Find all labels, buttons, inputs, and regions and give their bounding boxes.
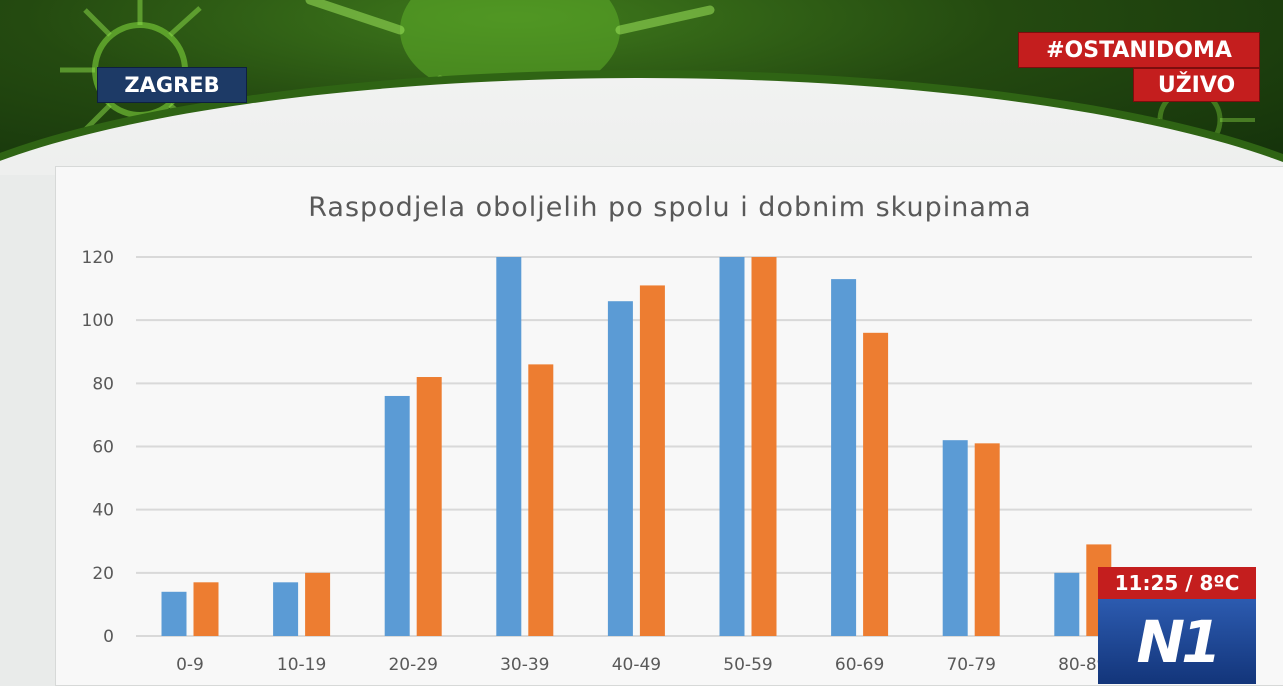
- y-tick-label: 100: [82, 311, 114, 331]
- x-tick-label: 80-89: [1058, 655, 1107, 675]
- location-label: ZAGREB: [97, 67, 247, 103]
- y-tick-label: 40: [92, 501, 114, 521]
- bar: [639, 285, 665, 636]
- bar: [273, 582, 299, 636]
- bar: [974, 443, 1000, 636]
- bar: [719, 257, 745, 636]
- bar: [305, 572, 331, 636]
- bar: [1054, 572, 1080, 636]
- bar: [496, 257, 522, 636]
- bar: [384, 395, 410, 636]
- bar: [751, 257, 777, 636]
- x-tick-label: 30-39: [500, 655, 549, 675]
- bar: [607, 301, 633, 636]
- n1-logo: N1: [1098, 599, 1256, 684]
- y-tick-label: 0: [103, 627, 114, 647]
- y-tick-label: 60: [92, 438, 114, 458]
- bar: [831, 279, 857, 636]
- x-tick-label: 50-59: [723, 655, 772, 675]
- x-tick-label: 10-19: [277, 655, 326, 675]
- bar: [942, 440, 968, 636]
- bar: [528, 364, 554, 636]
- bar: [193, 582, 219, 636]
- y-tick-label: 80: [92, 374, 114, 394]
- bar: [416, 377, 442, 636]
- y-tick-label: 20: [92, 564, 114, 584]
- x-tick-label: 70-79: [946, 655, 995, 675]
- y-tick-label: 120: [82, 248, 114, 268]
- bar: [161, 591, 187, 636]
- x-tick-label: 20-29: [388, 655, 437, 675]
- chart-title: Raspodjela oboljelih po spolu i dobnim s…: [308, 192, 1032, 223]
- clock-temperature: 11:25 / 8ºC: [1098, 567, 1256, 599]
- x-tick-label: 40-49: [612, 655, 661, 675]
- bar: [863, 332, 889, 636]
- x-tick-label: 60-69: [835, 655, 884, 675]
- live-badge: UŽIVO: [1133, 68, 1260, 102]
- hashtag-label: #OSTANIDOMA: [1018, 32, 1260, 68]
- x-tick-label: 0-9: [176, 655, 204, 675]
